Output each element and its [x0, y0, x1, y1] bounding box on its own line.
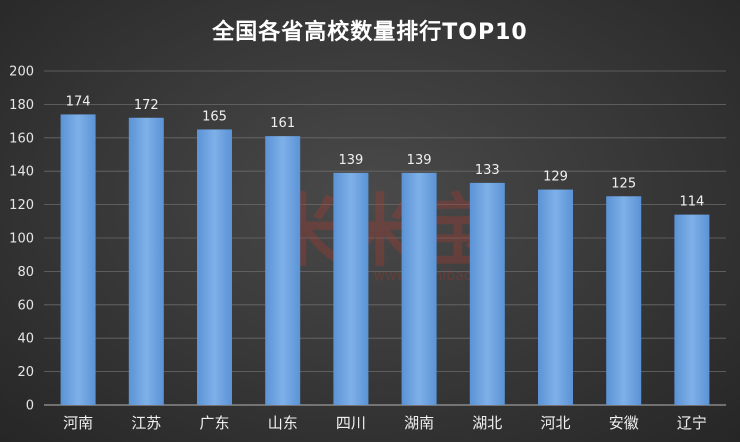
bar: [60, 114, 96, 406]
x-tick-label: 四川: [336, 414, 366, 432]
x-tick-label: 广东: [199, 414, 229, 432]
y-tick-label: 0: [26, 399, 34, 414]
x-tick-label: 湖北: [472, 414, 502, 432]
x-tick-label: 辽宁: [677, 414, 707, 432]
x-tick-label: 山东: [268, 414, 298, 432]
data-label: 139: [338, 153, 363, 168]
data-label: 172: [134, 98, 159, 113]
x-tick-label: 河北: [540, 414, 570, 432]
y-tick-label: 200: [9, 65, 34, 80]
data-label: 139: [407, 153, 432, 168]
bar: [538, 189, 573, 405]
data-label: 129: [543, 170, 568, 185]
data-labels: 174 172 165 161 139 139 133 129 125 114: [66, 94, 705, 209]
bar: [265, 136, 301, 405]
bar: [401, 172, 437, 405]
bar: [674, 214, 710, 405]
y-tick-label: 100: [9, 232, 34, 247]
x-tick-label: 河南: [63, 414, 93, 432]
bar: [333, 172, 369, 405]
y-axis: 0 20 40 60 80 100 120 140 160 180 200: [9, 65, 34, 414]
bar: [197, 129, 232, 405]
bar: [606, 196, 642, 405]
x-tick-label: 湖南: [404, 414, 434, 432]
data-label: 125: [611, 176, 636, 191]
watermark-text: 米米宝: [263, 187, 497, 277]
bar: [128, 117, 164, 405]
x-tick-label: 安徽: [609, 414, 639, 432]
data-label: 161: [270, 116, 295, 131]
x-axis: 河南 江苏 广东 山东 四川 湖南 湖北 河北 安徽 辽宁: [63, 414, 707, 432]
data-label: 174: [66, 94, 91, 109]
data-label: 133: [475, 163, 500, 178]
y-tick-label: 120: [9, 198, 34, 213]
y-tick-label: 180: [9, 98, 34, 113]
y-tick-label: 80: [17, 265, 34, 280]
bars: [60, 114, 710, 406]
y-tick-label: 160: [9, 131, 34, 146]
y-tick-label: 20: [17, 365, 34, 380]
data-label: 165: [202, 109, 227, 124]
bar: [469, 182, 505, 405]
chart-title: 全国各省高校数量排行TOP10: [212, 20, 528, 45]
y-tick-label: 140: [9, 165, 34, 180]
data-label: 114: [679, 195, 704, 210]
x-tick-label: 江苏: [131, 414, 161, 432]
y-tick-label: 40: [17, 332, 34, 347]
y-tick-label: 60: [17, 298, 34, 313]
